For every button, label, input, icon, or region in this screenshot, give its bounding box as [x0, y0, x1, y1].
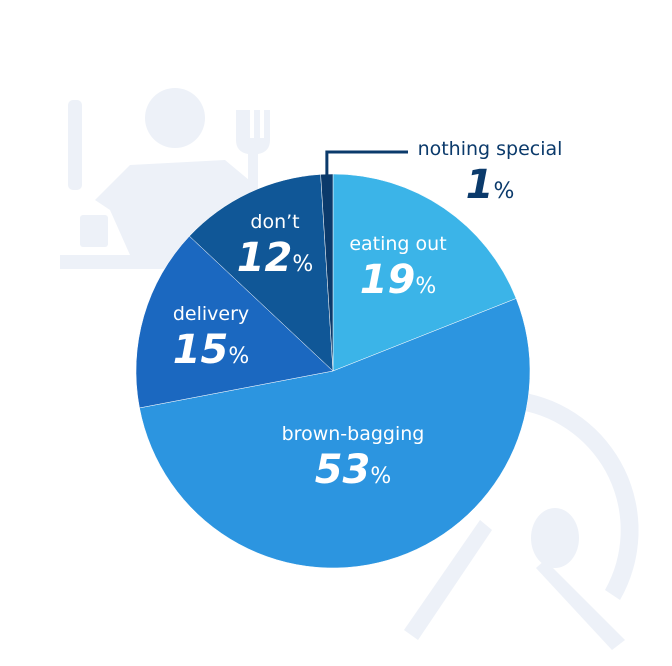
- pie-slice: [332, 173, 517, 372]
- leader-line: [325, 150, 408, 177]
- pie-slice: [189, 174, 334, 372]
- category-label: eating out: [349, 233, 446, 255]
- category-label: brown-bagging: [282, 423, 425, 445]
- value-label: 1%: [466, 162, 515, 208]
- value-label: 53%: [315, 447, 392, 493]
- pie-slice: [135, 235, 334, 409]
- value-label: 12%: [237, 235, 314, 281]
- category-label: don’t: [250, 211, 299, 233]
- category-label: delivery: [173, 303, 249, 325]
- value-label: 15%: [173, 327, 250, 373]
- category-label: nothing special: [418, 138, 563, 160]
- pie: [135, 173, 531, 569]
- pie-slice: [139, 298, 531, 569]
- value-label: 19%: [360, 257, 437, 303]
